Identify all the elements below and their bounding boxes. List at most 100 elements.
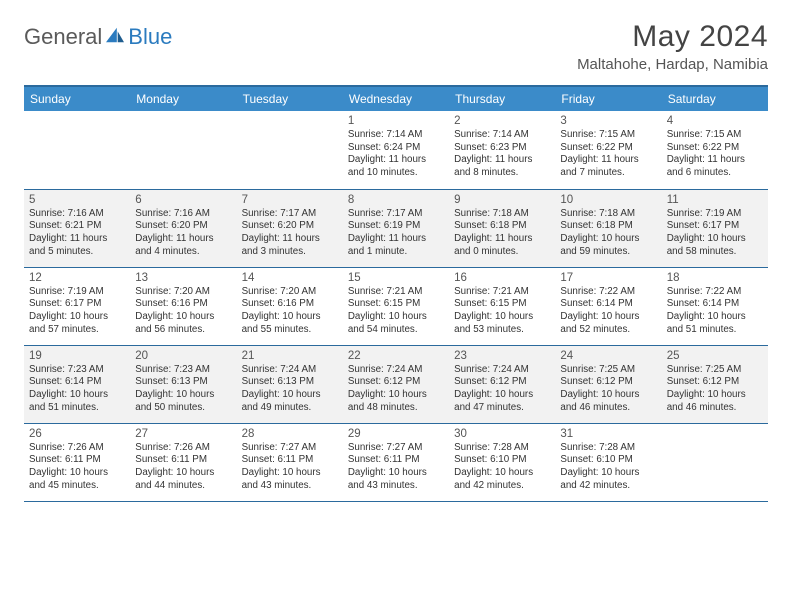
day-number: 30 — [454, 428, 550, 440]
day-info: Sunrise: 7:20 AMSunset: 6:16 PMDaylight:… — [242, 286, 338, 337]
sunset-line: Sunset: 6:22 PM — [667, 142, 739, 153]
calendar-day-cell: 9Sunrise: 7:18 AMSunset: 6:18 PMDaylight… — [449, 189, 555, 267]
calendar-day-cell: 10Sunrise: 7:18 AMSunset: 6:18 PMDayligh… — [555, 189, 661, 267]
sunset-line: Sunset: 6:10 PM — [454, 454, 526, 465]
day-info: Sunrise: 7:22 AMSunset: 6:14 PMDaylight:… — [667, 286, 763, 337]
day-info: Sunrise: 7:24 AMSunset: 6:12 PMDaylight:… — [348, 364, 444, 415]
sunrise-line: Sunrise: 7:17 AM — [242, 208, 317, 219]
day-number: 15 — [348, 272, 444, 284]
calendar-day-cell — [130, 111, 236, 189]
sunrise-line: Sunrise: 7:27 AM — [242, 442, 317, 453]
daylight-line: Daylight: 10 hours and 48 minutes. — [348, 389, 427, 413]
calendar-day-cell: 15Sunrise: 7:21 AMSunset: 6:15 PMDayligh… — [343, 267, 449, 345]
calendar-day-cell: 28Sunrise: 7:27 AMSunset: 6:11 PMDayligh… — [237, 423, 343, 501]
sunset-line: Sunset: 6:15 PM — [454, 298, 526, 309]
logo: General Blue — [24, 20, 172, 50]
weekday-header: Friday — [555, 86, 661, 111]
daylight-line: Daylight: 10 hours and 58 minutes. — [667, 233, 746, 257]
sunset-line: Sunset: 6:14 PM — [560, 298, 632, 309]
daylight-line: Daylight: 11 hours and 3 minutes. — [242, 233, 320, 257]
calendar-day-cell: 20Sunrise: 7:23 AMSunset: 6:13 PMDayligh… — [130, 345, 236, 423]
sunset-line: Sunset: 6:12 PM — [454, 376, 526, 387]
calendar-week-row: 26Sunrise: 7:26 AMSunset: 6:11 PMDayligh… — [24, 423, 768, 501]
calendar-day-cell: 7Sunrise: 7:17 AMSunset: 6:20 PMDaylight… — [237, 189, 343, 267]
sunset-line: Sunset: 6:16 PM — [242, 298, 314, 309]
sunrise-line: Sunrise: 7:26 AM — [29, 442, 104, 453]
calendar-day-cell: 30 Sunrise: 7:28 AMSunset: 6:10 PMDayligh… — [449, 423, 555, 501]
day-info: Sunrise: 7:28 AMSunset: 6:10 PMDaylight:… — [560, 442, 656, 493]
calendar-week-row: 1Sunrise: 7:14 AMSunset: 6:24 PMDaylight… — [24, 111, 768, 189]
weekday-header: Monday — [130, 86, 236, 111]
day-number: 19 — [29, 350, 125, 362]
sunrise-line: Sunrise: 7:24 AM — [348, 364, 423, 375]
calendar-day-cell: 12 Sunrise: 7:19 AMSunset: 6:17 PMDayligh… — [24, 267, 130, 345]
calendar-day-cell — [662, 423, 768, 501]
day-info: Sunrise: 7:18 AMSunset: 6:18 PMDaylight:… — [560, 208, 656, 259]
day-info: Sunrise: 7:24 AMSunset: 6:13 PMDaylight:… — [242, 364, 338, 415]
daylight-line: Daylight: 11 hours and 4 minutes. — [135, 233, 213, 257]
sunrise-line: Sunrise: 7:16 AM — [135, 208, 210, 219]
day-number: 6 — [135, 194, 231, 206]
daylight-line: Daylight: 11 hours and 6 minutes. — [667, 154, 745, 178]
day-number: 31 — [560, 428, 656, 440]
day-info: Sunrise: 7:26 AMSunset: 6:11 PMDaylight:… — [135, 442, 231, 493]
calendar-day-cell: 27 Sunrise: 7:26 AMSunset: 6:11 PMDayligh… — [130, 423, 236, 501]
weekday-header: Wednesday — [343, 86, 449, 111]
day-info: Sunrise: 7:15 AMSunset: 6:22 PMDaylight:… — [560, 129, 656, 180]
day-number: 25 — [667, 350, 763, 362]
daylight-line: Daylight: 10 hours and 42 minutes. — [454, 467, 533, 491]
day-info: Sunrise: 7:26 AMSunset: 6:11 PMDaylight:… — [29, 442, 125, 493]
sunrise-line: Sunrise: 7:19 AM — [667, 208, 742, 219]
sunrise-line: Sunrise: 7:26 AM — [135, 442, 210, 453]
sunset-line: Sunset: 6:13 PM — [242, 376, 314, 387]
daylight-line: Daylight: 10 hours and 44 minutes. — [135, 467, 214, 491]
day-info: Sunrise: 7:25 AMSunset: 6:12 PMDaylight:… — [667, 364, 763, 415]
calendar-body: 1Sunrise: 7:14 AMSunset: 6:24 PMDaylight… — [24, 111, 768, 501]
calendar-day-cell: 17Sunrise: 7:22 AMSunset: 6:14 PMDayligh… — [555, 267, 661, 345]
sunrise-line: Sunrise: 7:25 AM — [667, 364, 742, 375]
day-info: Sunrise: 7:22 AMSunset: 6:14 PMDaylight:… — [560, 286, 656, 337]
calendar-week-row: 5 Sunrise: 7:16 AMSunset: 6:21 PMDaylight… — [24, 189, 768, 267]
day-info: Sunrise: 7:28 AMSunset: 6:10 PMDaylight:… — [454, 442, 550, 493]
day-info: Sunrise: 7:21 AMSunset: 6:15 PMDaylight:… — [454, 286, 550, 337]
day-number: 29 — [348, 428, 444, 440]
weekday-header: Saturday — [662, 86, 768, 111]
daylight-line: Daylight: 10 hours and 52 minutes. — [560, 311, 639, 335]
day-number: 18 — [667, 272, 763, 284]
day-number: 27 — [135, 428, 231, 440]
sunrise-line: Sunrise: 7:21 AM — [348, 286, 423, 297]
day-number: 24 — [560, 350, 656, 362]
sunrise-line: Sunrise: 7:20 AM — [242, 286, 317, 297]
day-info: Sunrise: 7:16 AMSunset: 6:20 PMDaylight:… — [135, 208, 231, 259]
sunrise-line: Sunrise: 7:28 AM — [560, 442, 635, 453]
day-number: 8 — [348, 194, 444, 206]
sunrise-line: Sunrise: 7:23 AM — [29, 364, 104, 375]
day-info: Sunrise: 7:20 AMSunset: 6:16 PMDaylight:… — [135, 286, 231, 337]
day-info: Sunrise: 7:19 AMSunset: 6:17 PMDaylight:… — [29, 286, 125, 337]
calendar-day-cell: 11Sunrise: 7:19 AMSunset: 6:17 PMDayligh… — [662, 189, 768, 267]
sunset-line: Sunset: 6:12 PM — [667, 376, 739, 387]
daylight-line: Daylight: 10 hours and 43 minutes. — [242, 467, 321, 491]
day-info: Sunrise: 7:16 AMSunset: 6:21 PMDaylight:… — [29, 208, 125, 259]
daylight-line: Daylight: 10 hours and 42 minutes. — [560, 467, 639, 491]
calendar-day-cell: 23Sunrise: 7:24 AMSunset: 6:12 PMDayligh… — [449, 345, 555, 423]
sunset-line: Sunset: 6:19 PM — [348, 220, 420, 231]
sunrise-line: Sunrise: 7:15 AM — [667, 129, 742, 140]
calendar-day-cell: 13Sunrise: 7:20 AMSunset: 6:16 PMDayligh… — [130, 267, 236, 345]
daylight-line: Daylight: 11 hours and 8 minutes. — [454, 154, 532, 178]
day-info: Sunrise: 7:14 AMSunset: 6:24 PMDaylight:… — [348, 129, 444, 180]
sunrise-line: Sunrise: 7:18 AM — [454, 208, 529, 219]
calendar-day-cell: 8Sunrise: 7:17 AMSunset: 6:19 PMDaylight… — [343, 189, 449, 267]
logo-text-blue: Blue — [128, 24, 172, 50]
day-number: 12 — [29, 272, 125, 284]
day-number: 5 — [29, 194, 125, 206]
calendar-day-cell: 21 Sunrise: 7:24 AMSunset: 6:13 PMDayligh… — [237, 345, 343, 423]
day-number: 26 — [29, 428, 125, 440]
sunset-line: Sunset: 6:24 PM — [348, 142, 420, 153]
sunrise-line: Sunrise: 7:17 AM — [348, 208, 423, 219]
day-number: 21 — [242, 350, 338, 362]
title-block: May 2024 Maltahohe, Hardap, Namibia — [577, 20, 768, 73]
sunrise-line: Sunrise: 7:25 AM — [560, 364, 635, 375]
sunset-line: Sunset: 6:11 PM — [348, 454, 420, 465]
day-info: Sunrise: 7:14 AMSunset: 6:23 PMDaylight:… — [454, 129, 550, 180]
